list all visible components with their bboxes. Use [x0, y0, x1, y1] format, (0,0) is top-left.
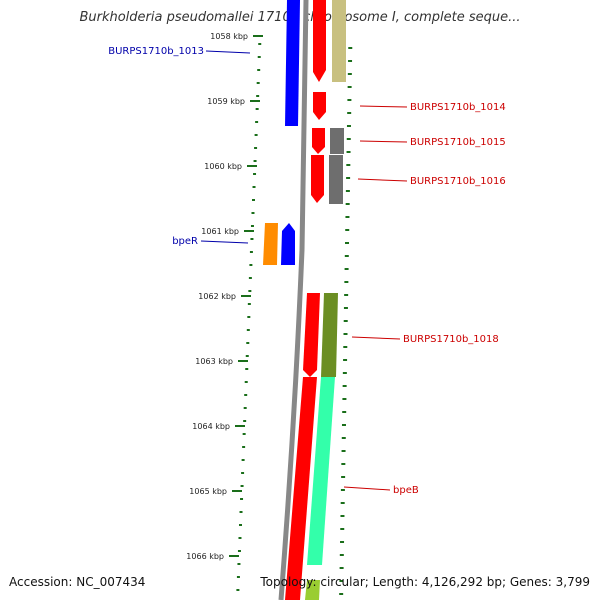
- gene-label[interactable]: BURPS1710b_1015: [410, 137, 506, 148]
- gene-bar-burps1710b-1018-olive[interactable]: [321, 293, 338, 377]
- backbone-layer: [278, 0, 309, 600]
- scale-tick-label: 1060 kbp: [204, 162, 242, 171]
- gene-leader-line: [351, 336, 401, 340]
- scale-tick-label: 1063 kbp: [195, 357, 233, 366]
- topology-summary: Topology: circular; Length: 4,126,292 bp…: [260, 575, 590, 589]
- gene-bar-khaki[interactable]: [332, 0, 346, 82]
- gene-label[interactable]: BURPS1710b_1016: [410, 176, 506, 187]
- scale-tick-label: 1058 kbp: [210, 32, 248, 41]
- gene-arrow-burps1710b-1018[interactable]: [303, 293, 320, 377]
- gene-arrow-burps1710b-1014[interactable]: [313, 92, 326, 120]
- tick-layer: 1058 kbp 1059 kbp 1060 kbp 1061 kbp 1062 kbp…: [186, 32, 353, 595]
- gene-bar-red-lower[interactable]: [285, 377, 317, 600]
- gene-arrow-bper[interactable]: [281, 223, 295, 265]
- gene-leader-line: [357, 178, 408, 182]
- gene-leader-line: [359, 105, 408, 108]
- gene-bar-bper-orange[interactable]: [263, 223, 278, 265]
- feature-layer: [263, 0, 346, 600]
- gene-label[interactable]: bpeB: [393, 485, 419, 496]
- label-layer: BURPS1710b_1013 BURPS1710b_1014 BURPS1710b…: [108, 46, 506, 496]
- scale-tick-label: 1061 kbp: [201, 227, 239, 236]
- scale-tick-label: 1066 kbp: [186, 552, 224, 561]
- gene-leader-line: [205, 50, 251, 54]
- gene-bar-yellowgreen[interactable]: [305, 580, 320, 600]
- gene-bar-bpeb[interactable]: [307, 377, 335, 565]
- scale-tick-label: 1065 kbp: [189, 487, 227, 496]
- accession-text: Accession: NC_007434: [9, 575, 146, 589]
- gene-bar-burps1710b-1015-gray[interactable]: [330, 128, 344, 154]
- gene-bar-burps1710b-1016-gray[interactable]: [329, 155, 343, 204]
- gene-label[interactable]: BURPS1710b_1013: [108, 46, 204, 57]
- scale-tick-label: 1062 kbp: [198, 292, 236, 301]
- map-title: Burkholderia pseudomallei 1710b chromoso…: [79, 10, 521, 25]
- scale-tick-label: 1064 kbp: [192, 422, 230, 431]
- backbone-arc: [278, 0, 309, 600]
- gene-arrow-burps1710b-1015[interactable]: [312, 128, 325, 154]
- gene-bar-burps1710b-1013[interactable]: [285, 0, 300, 126]
- gene-label[interactable]: BURPS1710b_1018: [403, 334, 499, 345]
- gene-arrow-burps1710b-1014a[interactable]: [313, 0, 326, 82]
- gene-leader-line: [359, 140, 408, 143]
- scale-tick-label: 1059 kbp: [207, 97, 245, 106]
- gene-leader-line: [343, 486, 391, 491]
- gene-label[interactable]: bpeR: [172, 236, 198, 247]
- gene-leader-line: [200, 240, 249, 244]
- gene-label[interactable]: BURPS1710b_1014: [410, 102, 506, 113]
- gene-arrow-burps1710b-1016[interactable]: [311, 155, 324, 203]
